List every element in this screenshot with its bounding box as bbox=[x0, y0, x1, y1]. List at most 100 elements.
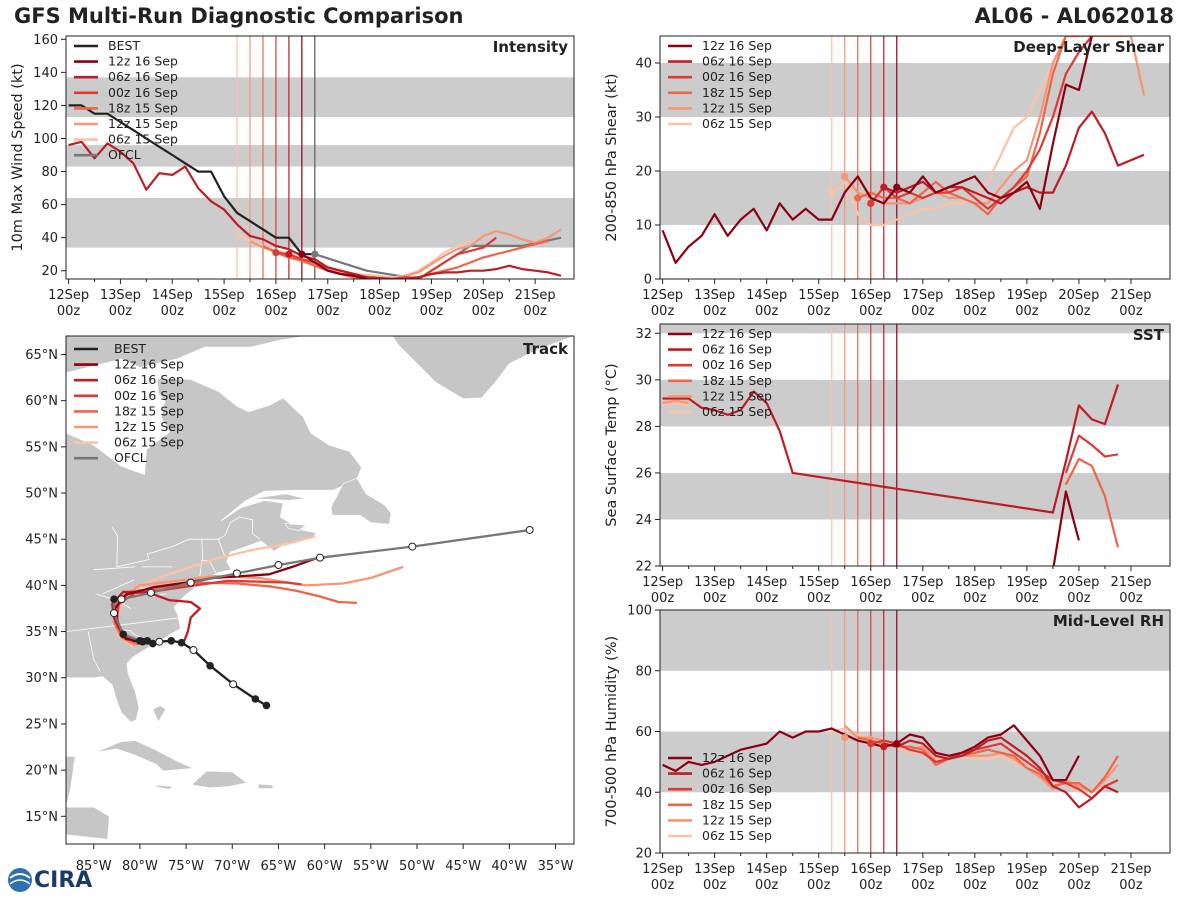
intensity-legend-label: 12z 16 Sep bbox=[108, 54, 178, 69]
shear-legend-label: 12z 16 Sep bbox=[702, 38, 772, 53]
baffin-land bbox=[66, 336, 307, 374]
sst-xtick-label: 18Sep bbox=[954, 575, 995, 590]
intensity-xtick-label: 00z bbox=[109, 304, 133, 319]
shear-series-00z-16-sep bbox=[869, 36, 1093, 210]
rh-xtick-label: 19Sep bbox=[1006, 862, 1047, 877]
shear-band-1 bbox=[660, 63, 1170, 117]
intensity-xtick-label: 19Sep bbox=[411, 288, 452, 303]
rh-ytick-label: 40 bbox=[635, 786, 652, 801]
rh-legend-label: 12z 16 Sep bbox=[702, 750, 772, 765]
track-point-best bbox=[136, 637, 144, 645]
shear-xtick-label: 18Sep bbox=[954, 288, 995, 303]
track-point-open-ofcl bbox=[525, 525, 534, 534]
intensity-xtick-label: 15Sep bbox=[204, 288, 245, 303]
sst-legend-label: 06z 16 Sep bbox=[702, 342, 772, 357]
track-06z-16-sep bbox=[111, 590, 202, 644]
intensity-ytick-label: 160 bbox=[33, 33, 58, 48]
intensity-xtick-label: 20Sep bbox=[463, 288, 504, 303]
lon-tick-label: 35°W bbox=[538, 859, 574, 874]
intensity-xtick-label: 00z bbox=[212, 304, 236, 319]
intensity-ytick-label: 120 bbox=[33, 99, 58, 114]
track-point-open-best bbox=[229, 680, 238, 689]
sst-xtick-label: 00z bbox=[755, 591, 779, 606]
rh-xtick-label: 18Sep bbox=[954, 862, 995, 877]
sst-xtick-label: 00z bbox=[1015, 591, 1039, 606]
shear-xtick-label: 20Sep bbox=[1058, 288, 1099, 303]
sst-xtick-label: 00z bbox=[911, 591, 935, 606]
map-border-2 bbox=[66, 617, 181, 632]
page-title: GFS Multi-Run Diagnostic Comparison bbox=[14, 4, 464, 28]
shear-series-06z-15-sep bbox=[830, 36, 1067, 227]
lon-tick-label: 70°W bbox=[214, 859, 250, 874]
globe-icon bbox=[8, 868, 32, 892]
greenland-land bbox=[391, 336, 574, 400]
shear-ytick-label: 40 bbox=[635, 57, 652, 72]
shear-plot-area bbox=[660, 36, 1170, 279]
shear-marker-12z-15-sep bbox=[841, 172, 849, 180]
lon-tick-label: 50°W bbox=[399, 859, 435, 874]
sst-legend-label: 12z 15 Sep bbox=[702, 388, 772, 403]
lat-tick-label: 40°N bbox=[25, 579, 58, 594]
sst-title: SST bbox=[1133, 326, 1165, 344]
sst-xtick-label: 00z bbox=[1067, 591, 1091, 606]
lat-tick-label: 35°N bbox=[25, 625, 58, 640]
sst-series-12z-15-sep bbox=[662, 399, 689, 405]
rh-ytick-label: 100 bbox=[627, 604, 652, 619]
rh-xtick-label: 00z bbox=[1119, 878, 1143, 893]
track-point-open-ofcl bbox=[117, 595, 126, 604]
track-point-open-best bbox=[189, 646, 198, 655]
rh-title: Mid-Level RH bbox=[1053, 612, 1164, 630]
shear-marker-00z-16-sep bbox=[867, 199, 875, 207]
sst-frame bbox=[659, 323, 1171, 567]
shear-xtick-label: 00z bbox=[807, 304, 831, 319]
intensity-xtick-label: 00z bbox=[264, 304, 288, 319]
rh-marker-12z-16-sep bbox=[893, 740, 901, 748]
shear-ytick-label: 0 bbox=[644, 273, 652, 288]
rh-xtick-label: 16Sep bbox=[850, 862, 891, 877]
intensity-band-0 bbox=[66, 198, 574, 248]
rh-xtick-label: 15Sep bbox=[798, 862, 839, 877]
track-point-best bbox=[177, 638, 186, 647]
lon-tick-label: 85°W bbox=[76, 859, 112, 874]
track-18z-15-sep bbox=[112, 581, 357, 646]
intensity-xtick-label: 18Sep bbox=[359, 288, 400, 303]
rh-legend-label: 12z 15 Sep bbox=[702, 812, 772, 827]
shear-title: Deep-Layer Shear bbox=[1013, 38, 1164, 56]
intensity-xtick-label: 13Sep bbox=[100, 288, 141, 303]
sst-plot-area bbox=[660, 324, 1170, 566]
lon-tick-label: 80°W bbox=[122, 859, 158, 874]
shear-xtick-label: 21Sep bbox=[1110, 288, 1151, 303]
rh-xtick-label: 00z bbox=[963, 878, 987, 893]
track-point-open-best bbox=[155, 637, 164, 646]
shear-ytick-label: 10 bbox=[635, 219, 652, 234]
logo-text: CIRA bbox=[34, 867, 93, 893]
sst-xtick-label: 00z bbox=[651, 591, 675, 606]
lat-tick-label: 15°N bbox=[25, 810, 58, 825]
intensity-series-12z-16-sep bbox=[301, 253, 367, 279]
rh-xtick-label: 12Sep bbox=[642, 862, 683, 877]
map-border-4 bbox=[102, 579, 135, 595]
shear-xtick-label: 00z bbox=[703, 304, 727, 319]
lat-tick-label: 60°N bbox=[25, 394, 58, 409]
rh-xtick-label: 00z bbox=[1015, 878, 1039, 893]
shear-panel: 01020304012Sep00z13Sep00z14Sep00z15Sep00… bbox=[604, 35, 1171, 319]
intensity-xtick-label: 17Sep bbox=[307, 288, 348, 303]
lon-tick-label: 65°W bbox=[260, 859, 296, 874]
sst-legend-label: 00z 16 Sep bbox=[702, 357, 772, 372]
map-border-1 bbox=[111, 516, 261, 568]
sst-ylabel: Sea Surface Temp (°C) bbox=[604, 363, 620, 526]
sst-xtick-label: 15Sep bbox=[798, 575, 839, 590]
shear-xtick-label: 00z bbox=[755, 304, 779, 319]
track-point-best bbox=[206, 661, 214, 670]
shear-xtick-label: 17Sep bbox=[902, 288, 943, 303]
intensity-xtick-label: 14Sep bbox=[152, 288, 193, 303]
shear-xtick-label: 00z bbox=[651, 304, 675, 319]
shear-series-12z-16-sep bbox=[661, 36, 1093, 264]
track-legend-label: 06z 15 Sep bbox=[114, 435, 184, 450]
yucatan-land bbox=[66, 755, 76, 808]
track-plot-area bbox=[66, 336, 574, 840]
intensity-plot-area bbox=[66, 36, 574, 279]
intensity-xtick-label: 00z bbox=[472, 304, 496, 319]
rh-xtick-label: 21Sep bbox=[1110, 862, 1151, 877]
rh-legend-label: 06z 15 Sep bbox=[702, 828, 772, 843]
